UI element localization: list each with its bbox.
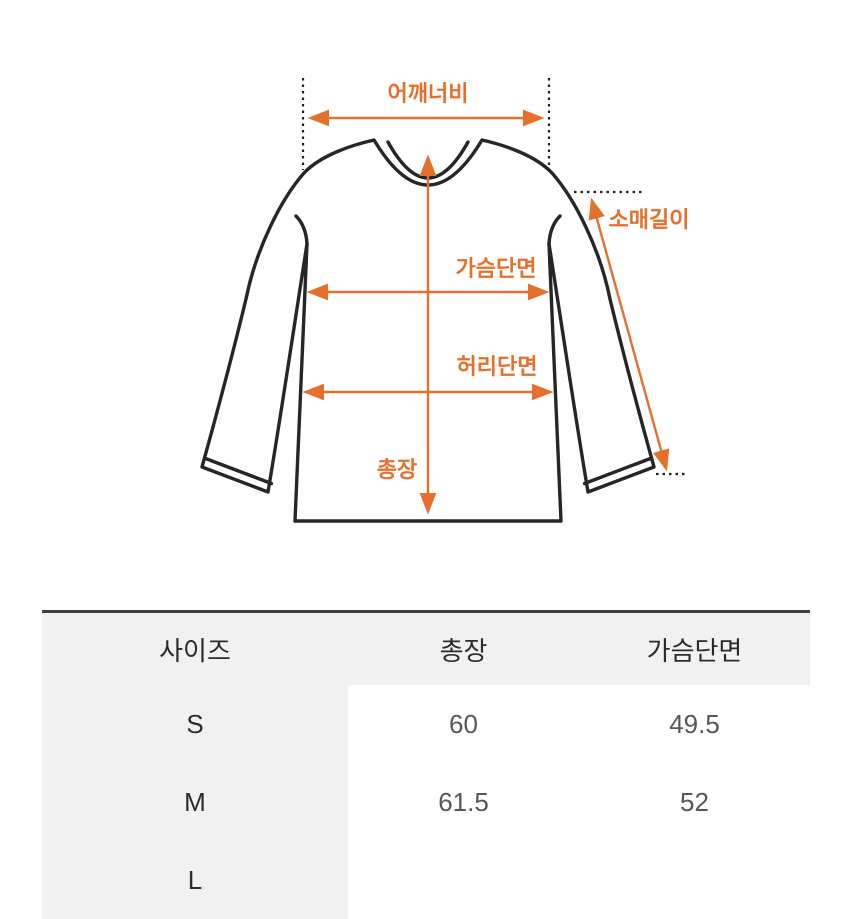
table-row-l-clipped: L — [42, 841, 810, 919]
size-value: S — [42, 685, 348, 763]
measurement-arrows — [302, 109, 670, 515]
shoulder-width-label: 어깨너비 — [388, 81, 469, 106]
column-header-chest-width: 가슴단면 — [646, 635, 743, 666]
chest-width-label: 가슴단면 — [456, 256, 537, 281]
chest-width-value: 52 — [680, 786, 709, 817]
waist-width-label: 허리단면 — [457, 354, 538, 379]
right-armhole-seam — [547, 214, 562, 246]
size-guide-page: { "diagram": { "labels": { "shoulder_wid… — [42, 78, 810, 919]
total-length-value: 60 — [449, 708, 478, 739]
total-length-label: 총장 — [377, 457, 417, 482]
chest-width-value: 49.5 — [669, 708, 720, 739]
column-header-size: 사이즈 — [159, 635, 231, 666]
size-table-header-row: 사이즈 총장 가슴단면 — [42, 613, 810, 685]
size-table: 사이즈 총장 가슴단면 S 60 49.5 M 61.5 52 L — [42, 610, 810, 919]
left-armhole-seam — [294, 214, 309, 246]
sleeve-length-label: 소매길이 — [609, 207, 690, 232]
garment-measurement-diagram: 어깨너비 소매길이 가슴단면 허리단면 총장 — [200, 78, 690, 523]
table-row-s: S 60 49.5 — [42, 685, 810, 763]
size-value: M — [42, 763, 348, 841]
table-row-m: M 61.5 52 — [42, 763, 810, 841]
sleeve-length-arrow — [588, 197, 670, 472]
size-value: L — [42, 841, 348, 919]
guide-dashed-lines — [301, 78, 686, 476]
total-length-value: 61.5 — [438, 786, 489, 817]
column-header-total-length: 총장 — [439, 635, 488, 666]
left-cuff-seam — [203, 456, 274, 486]
